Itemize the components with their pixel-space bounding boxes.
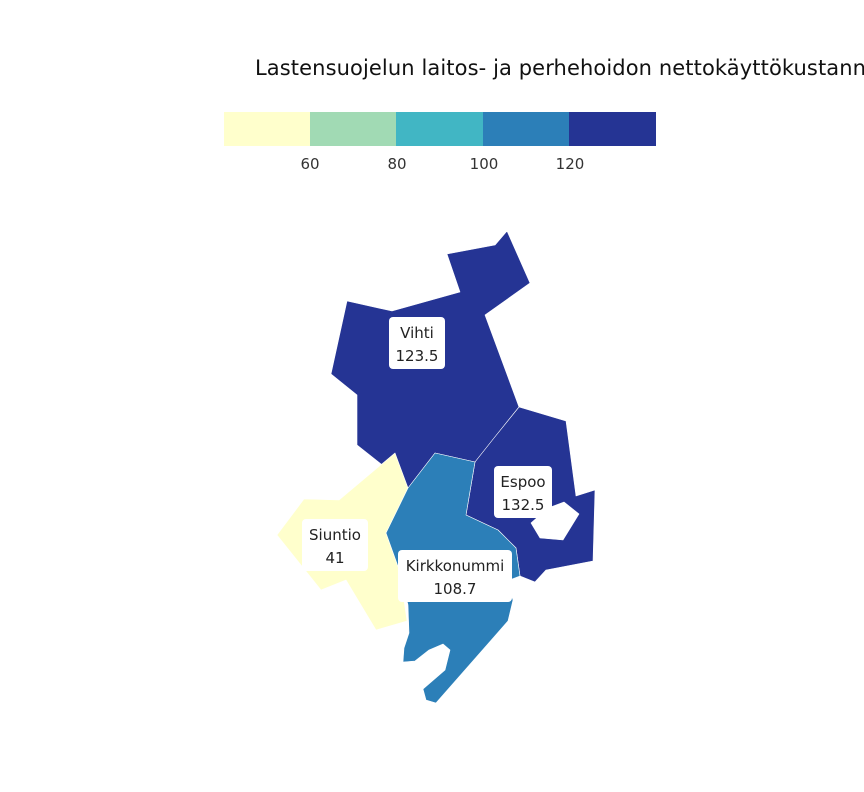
label-kirkkonummi: Kirkkonummi 108.7 xyxy=(398,550,512,602)
legend: 60 80 100 120 xyxy=(224,112,656,173)
legend-tick-120: 120 xyxy=(556,155,585,173)
legend-bin-3 xyxy=(396,112,484,146)
legend-tick-60: 60 xyxy=(300,155,319,173)
legend-bin-5 xyxy=(569,112,656,146)
label-vihti-value: 123.5 xyxy=(396,347,439,365)
label-espoo-value: 132.5 xyxy=(502,496,545,514)
legend-bin-1 xyxy=(224,112,311,146)
label-kirkkonummi-value: 108.7 xyxy=(434,580,477,598)
label-kirkkonummi-name: Kirkkonummi xyxy=(406,557,505,575)
legend-tick-100: 100 xyxy=(470,155,499,173)
label-espoo: Espoo 132.5 xyxy=(494,466,552,518)
legend-bin-2 xyxy=(310,112,397,146)
label-espoo-name: Espoo xyxy=(500,473,545,491)
legend-bin-4 xyxy=(483,112,570,146)
label-vihti-name: Vihti xyxy=(400,324,434,342)
map-title: Lastensuojelun laitos- ja perhehoidon ne… xyxy=(255,56,864,80)
legend-tick-80: 80 xyxy=(387,155,406,173)
label-siuntio: Siuntio 41 xyxy=(302,519,368,571)
label-vihti: Vihti 123.5 xyxy=(389,317,445,369)
label-siuntio-name: Siuntio xyxy=(309,526,361,544)
label-siuntio-value: 41 xyxy=(325,549,344,567)
